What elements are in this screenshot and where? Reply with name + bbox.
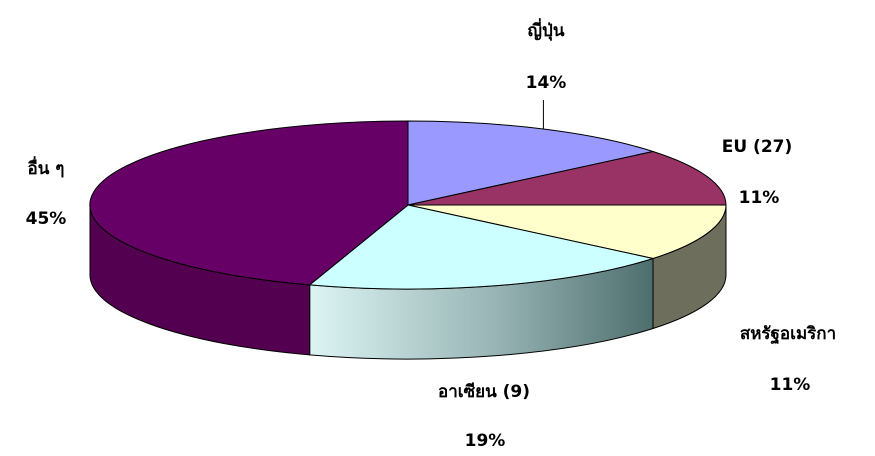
slice-eu	[407, 150, 727, 206]
pct-usa: 11%	[770, 375, 811, 395]
pie-sides	[89, 204, 727, 360]
label-eu: EU (27)	[722, 137, 793, 157]
slice-others	[89, 120, 409, 286]
pie-slices	[89, 120, 727, 290]
slice-asean	[308, 204, 655, 290]
pct-eu: 11%	[739, 188, 780, 208]
pct-japan: 14%	[526, 73, 567, 93]
label-usa: สหรัฐอเมริกา	[740, 324, 836, 345]
slice-usa	[407, 204, 727, 260]
slice-japan	[407, 120, 655, 206]
pct-others: 45%	[26, 209, 67, 229]
label-asean: อาเซียน (9)	[438, 381, 530, 402]
pct-asean: 19%	[465, 431, 506, 451]
label-japan: ญี่ปุ่น	[528, 18, 565, 41]
label-others: อื่น ๆ	[28, 156, 65, 179]
